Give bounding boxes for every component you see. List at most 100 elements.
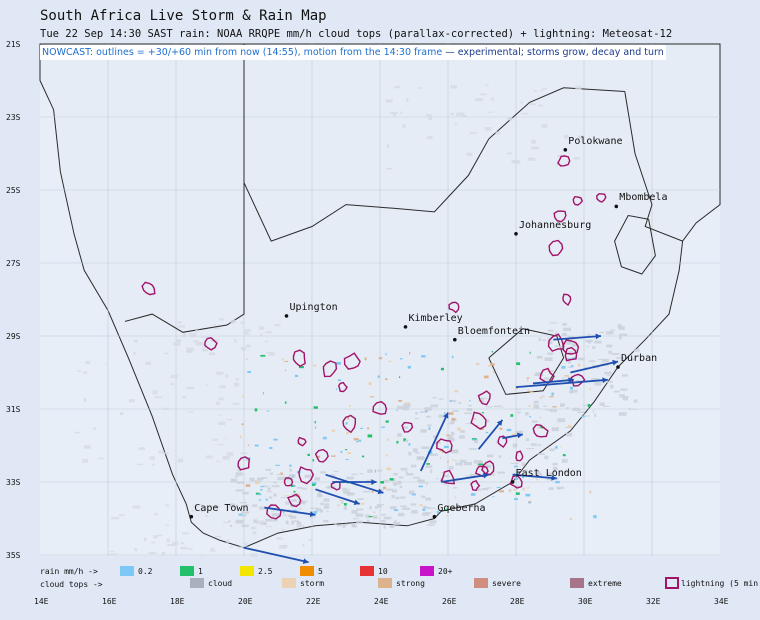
storm-outline: [547, 333, 565, 352]
rain-pixel: [260, 486, 265, 488]
cloud-pixel: [213, 324, 216, 326]
cloud-pixel: [298, 507, 302, 510]
storm-outlines-layer: [141, 155, 607, 520]
nowcast-banner: NOWCAST: outlines = +30/+60 min from now…: [40, 45, 666, 60]
cloud-pixel: [402, 124, 406, 128]
storm-outline: [141, 281, 156, 296]
cloud-pixel: [565, 432, 573, 437]
cloud-pixel: [162, 407, 170, 410]
rain-pixel: [378, 357, 383, 360]
cloud-pixel: [410, 503, 417, 506]
storm-outline: [297, 436, 307, 447]
rain-pixel: [370, 516, 375, 518]
rain-pixel: [265, 498, 268, 501]
cloud-pixel: [222, 456, 230, 460]
motion-arrowhead: [309, 511, 316, 517]
cloud-pixel: [251, 526, 257, 530]
cloud-pixel: [249, 477, 255, 481]
cloud-pixel: [296, 486, 303, 489]
cloud-legend-label: storm: [300, 579, 325, 588]
city-dot: [614, 204, 619, 209]
cloud-pixel: [143, 537, 147, 542]
cloud-pixel: [594, 413, 597, 417]
cloud-pixel: [218, 318, 224, 321]
cloud-pixel: [427, 524, 435, 526]
cloud-pixel: [413, 476, 420, 479]
cloud-pixel: [531, 420, 538, 423]
cloud-pixel: [393, 472, 398, 476]
city-dot: [563, 148, 568, 152]
cloud-pixel: [547, 352, 554, 355]
rain-pixel: [569, 517, 572, 520]
rain-legend-swatch: [360, 566, 374, 576]
cloud-pixel: [320, 509, 323, 513]
rain-pixel: [380, 480, 384, 484]
rain-pixel: [290, 485, 294, 487]
rain-pixel: [381, 426, 385, 428]
cloud-pixel: [244, 328, 251, 332]
cloud-pixel: [633, 399, 638, 403]
rain-pixel: [255, 481, 260, 485]
city-label: Kimberley: [408, 312, 463, 324]
rain-pixel: [364, 357, 367, 361]
cloud-pixel: [394, 520, 397, 523]
cloud-pixel: [397, 433, 402, 437]
storm-outline: [564, 346, 578, 362]
cloud-pixel: [582, 404, 587, 406]
rain-pixel: [403, 438, 406, 441]
rain-pixel: [511, 433, 516, 437]
cloud-pixel: [630, 358, 637, 360]
rain-pixel: [398, 376, 401, 379]
storm-outline: [237, 456, 251, 471]
rain-legend-swatch: [120, 566, 134, 576]
rain-pixel: [246, 358, 248, 360]
cloud-pixel: [266, 352, 271, 354]
cloud-pixel: [82, 458, 89, 463]
cloud-pixel: [254, 480, 262, 483]
cloud-pixel: [406, 98, 409, 103]
rain-pixel: [409, 351, 411, 355]
cloud-pixel: [205, 514, 208, 518]
rain-pixel: [569, 386, 573, 390]
rain-pixel: [539, 426, 544, 429]
cloud-pixel: [537, 453, 545, 455]
cloud-pixel: [619, 333, 628, 337]
rain-pixel: [292, 475, 294, 478]
rain-legend-swatch: [300, 566, 314, 576]
cloud-pixel: [165, 524, 170, 526]
rain-pixel: [368, 516, 373, 518]
cloud-pixel: [414, 418, 419, 420]
cloud-pixel: [296, 521, 302, 526]
cloud-pixel: [216, 460, 221, 462]
motion-vector: [243, 546, 309, 564]
rain-pixel: [481, 505, 483, 508]
cloud-pixel: [422, 512, 430, 516]
cloud-pixel: [498, 455, 502, 458]
rain-pixel: [285, 369, 287, 372]
cloud-pixel: [449, 449, 457, 453]
cloud-pixel: [216, 536, 221, 538]
rain-pixel: [258, 493, 262, 496]
cloud-pixel: [412, 448, 418, 453]
rain-pixel: [313, 406, 318, 409]
cloud-pixel: [410, 464, 417, 468]
cloud-pixel: [527, 157, 536, 161]
cloud-pixel: [456, 114, 460, 116]
rain-pixel: [307, 453, 310, 456]
cloud-pixel: [288, 514, 293, 518]
rain-pixel: [266, 410, 270, 412]
cloud-pixel: [310, 507, 319, 510]
cloud-pixel: [435, 478, 439, 480]
cloud-pixel: [271, 485, 280, 488]
storm-outline: [322, 360, 338, 378]
cloud-pixel: [105, 363, 109, 366]
x-axis-label: 28E: [510, 597, 525, 606]
cloud-pixel: [256, 477, 264, 481]
cloud-pixel: [592, 346, 596, 349]
cloud-pixel: [485, 84, 490, 86]
rain-pixel: [539, 396, 542, 399]
motion-arrowhead: [353, 499, 360, 505]
rain-pixel: [405, 402, 411, 404]
cloud-pixel: [452, 410, 459, 413]
